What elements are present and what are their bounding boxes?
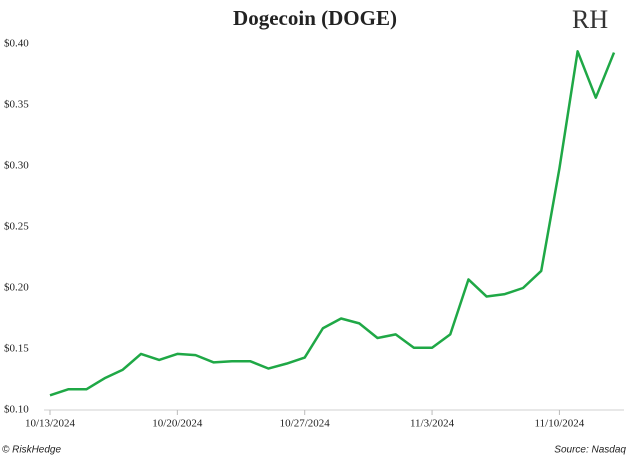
x-tick-label: 11/10/2024 bbox=[535, 418, 585, 430]
y-tick-label: $0.30 bbox=[4, 160, 29, 172]
source: Source: Nasdaq bbox=[554, 445, 626, 456]
chart-title: Dogecoin (DOGE) bbox=[233, 6, 397, 30]
logo: RH bbox=[572, 5, 608, 34]
x-tick-label: 10/20/2024 bbox=[152, 418, 203, 430]
x-tick-label: 10/13/2024 bbox=[25, 418, 76, 430]
y-tick-label: $0.40 bbox=[4, 38, 29, 50]
line bbox=[49, 50, 616, 397]
y-tick-label: $0.10 bbox=[4, 404, 29, 416]
y-tick-label: $0.20 bbox=[4, 282, 29, 294]
y-tick-label: $0.35 bbox=[4, 99, 29, 111]
x-tick-label: 10/27/2024 bbox=[280, 418, 331, 430]
y-tick-label: $0.15 bbox=[4, 343, 29, 355]
x-tick-label: 11/3/2024 bbox=[410, 418, 455, 430]
y-tick-label: $0.25 bbox=[4, 221, 29, 233]
credit: © RiskHedge bbox=[2, 445, 61, 456]
